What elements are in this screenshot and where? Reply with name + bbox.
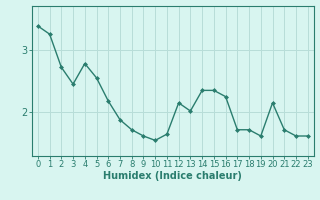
X-axis label: Humidex (Indice chaleur): Humidex (Indice chaleur) [103, 171, 242, 181]
